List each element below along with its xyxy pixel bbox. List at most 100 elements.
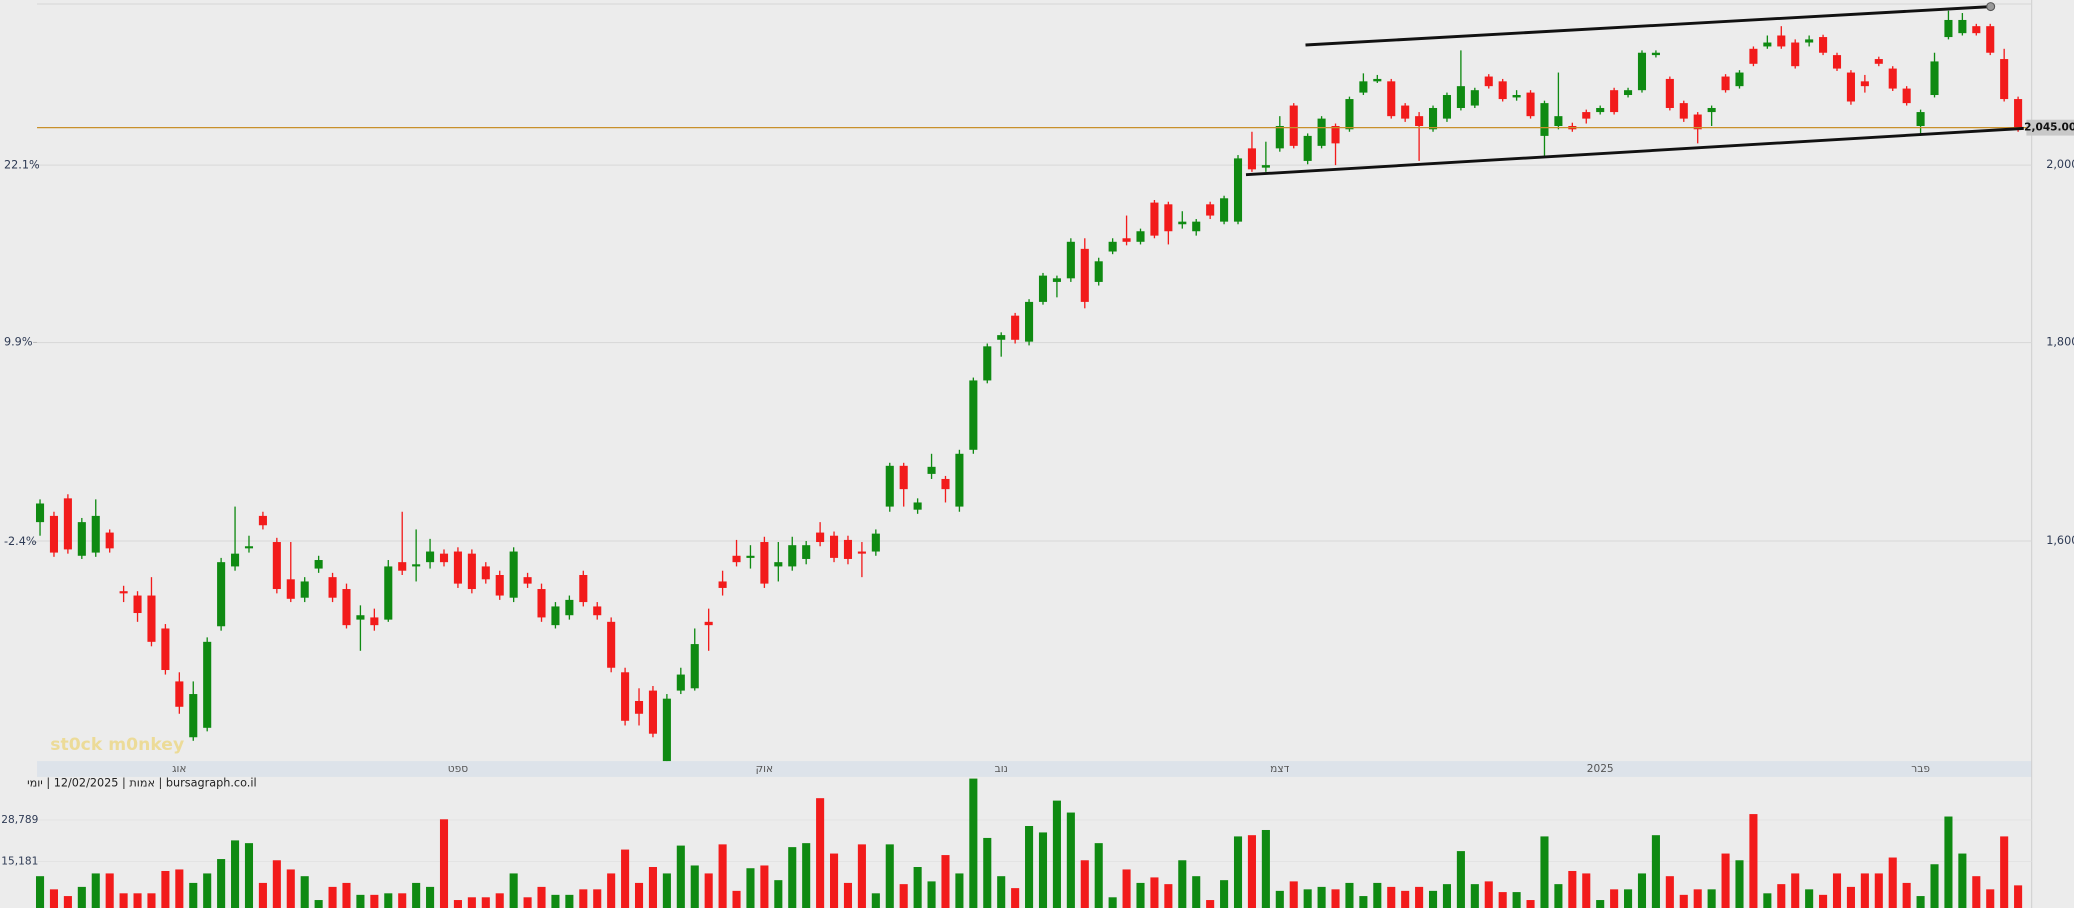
candle-body: [1874, 59, 1883, 64]
volume-bar: [203, 873, 212, 908]
candle-body: [1178, 221, 1187, 225]
volume-bar: [258, 882, 267, 908]
volume-bar: [1275, 890, 1284, 908]
volume-bar: [1038, 832, 1048, 908]
y-tick-label: 1,800: [2046, 336, 2074, 349]
volume-bar: [913, 867, 922, 908]
candle-body: [1011, 315, 1020, 340]
volume-bar: [537, 886, 546, 908]
candle-body: [565, 599, 574, 616]
volume-bar: [1373, 882, 1382, 908]
volume-bar: [816, 798, 825, 908]
volume-bar: [1944, 816, 1953, 908]
volume-bar: [1164, 884, 1173, 908]
candle-body: [1122, 238, 1131, 242]
volume-bar: [481, 897, 490, 908]
volume-bar: [467, 897, 476, 908]
volume-bar: [1568, 870, 1577, 908]
volume-bar: [1025, 826, 1034, 908]
volume-bar: [1011, 888, 1020, 908]
volume-bar: [774, 880, 783, 908]
volume-bar: [217, 859, 226, 908]
candle-body: [509, 551, 518, 598]
candle-body: [1721, 76, 1730, 91]
candle-body: [119, 591, 128, 594]
candle-body: [1791, 42, 1800, 67]
candle-body: [1624, 90, 1633, 96]
volume-bar: [1331, 889, 1340, 908]
volume-bar: [1066, 812, 1075, 908]
y2-tick-label: -2.4%: [4, 535, 37, 548]
volume-bar: [857, 844, 866, 908]
volume-bar: [1930, 864, 1939, 908]
volume-bar: [1512, 892, 1521, 908]
last-price-box: [2026, 119, 2074, 136]
volume-bar: [955, 873, 964, 908]
candle-body: [272, 542, 281, 590]
x-tick-label: פבר: [1911, 763, 1930, 775]
x-tick-label: דצמ: [1270, 763, 1289, 775]
candle-body: [1860, 81, 1869, 87]
volume-bar: [1261, 829, 1270, 908]
candle-body: [453, 551, 462, 584]
volume-bar: [1596, 900, 1605, 908]
candle-body: [1345, 99, 1354, 130]
y2-tick-label: 22.1%: [4, 158, 40, 171]
candle-body: [1220, 198, 1229, 222]
volume-bar: [1540, 836, 1549, 908]
candle-body: [1206, 204, 1215, 216]
candle-body: [328, 577, 337, 598]
volume-bar: [732, 890, 741, 908]
volume-bar: [314, 900, 323, 908]
volume-bar: [1247, 835, 1256, 908]
candle-body: [997, 335, 1006, 340]
volume-bar: [969, 778, 978, 908]
volume-bar: [565, 894, 574, 908]
volume-bar: [1401, 890, 1410, 908]
volume-bar: [453, 900, 462, 908]
candle-body: [1261, 165, 1270, 168]
volume-bar: [1317, 886, 1326, 908]
candle-body: [2014, 99, 2023, 128]
candle-body: [830, 535, 839, 558]
candle-body: [927, 466, 936, 474]
volume-bar: [1428, 890, 1438, 908]
volume-bar: [49, 889, 59, 908]
candle-body: [1108, 241, 1117, 252]
candle-body: [1540, 103, 1549, 136]
volume-bar: [1651, 835, 1660, 908]
volume-bar: [704, 873, 713, 908]
candle-body: [314, 560, 323, 569]
y-tick-label: 2,000: [2046, 158, 2074, 171]
volume-bar: [1233, 836, 1243, 908]
candle-body: [718, 581, 727, 588]
y2-tick-label: 9.9%: [4, 335, 33, 348]
volume-bar: [231, 840, 240, 908]
volume-bar: [1805, 889, 1814, 908]
volume-bar: [607, 873, 616, 908]
candle-body: [523, 577, 532, 584]
candle-body: [1498, 81, 1507, 100]
candle-body: [1484, 76, 1493, 87]
volume-bar: [412, 882, 421, 908]
candle-body: [593, 606, 602, 616]
volume-bar: [1693, 889, 1702, 908]
volume-bar: [1387, 886, 1396, 908]
volume-bar: [1484, 881, 1493, 908]
candle-body: [1150, 202, 1159, 236]
volume-bar: [1136, 882, 1145, 908]
candle-body: [1930, 61, 1939, 96]
volume-bar: [286, 869, 295, 908]
upper-trend-line: [1305, 5, 1991, 47]
candle-body: [704, 621, 713, 626]
candle-body: [941, 478, 950, 490]
volume-bar: [1749, 814, 1758, 908]
volume-bar: [1846, 886, 1855, 908]
candle-body: [1693, 114, 1702, 130]
volume-bar: [1986, 889, 1995, 908]
volume-bar: [426, 886, 435, 908]
plot-layer: [33, 10, 2032, 908]
candle-body: [1066, 241, 1075, 279]
date-axis-strip: [37, 761, 2032, 777]
volume-bar: [398, 893, 407, 908]
